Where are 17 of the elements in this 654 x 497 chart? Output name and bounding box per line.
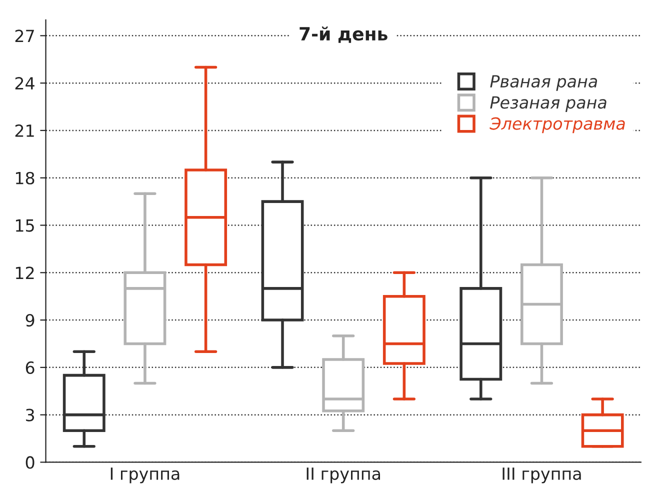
y-tick-label: 21 bbox=[15, 124, 34, 137]
y-tick-label: 9 bbox=[26, 314, 34, 327]
x-tick-label: II группа bbox=[306, 468, 380, 484]
legend-label: Резаная рана bbox=[490, 96, 606, 112]
y-tick-label: 0 bbox=[26, 456, 34, 469]
legend-label: Электротравма bbox=[490, 117, 625, 134]
y-tick-label: 12 bbox=[16, 266, 34, 279]
y-tick-label: 27 bbox=[15, 30, 34, 42]
y-tick-label: 15 bbox=[16, 219, 34, 232]
y-tick-label: 24 bbox=[15, 77, 34, 90]
x-tick-label: III группа bbox=[502, 468, 581, 484]
legend-label: Рваная рана bbox=[490, 75, 598, 91]
y-tick-label: 18 bbox=[16, 172, 34, 184]
y-tick-label: 3 bbox=[26, 408, 34, 422]
chart-title: 7-й день bbox=[300, 26, 388, 43]
x-tick-label: I группа bbox=[110, 468, 180, 484]
y-tick-label: 6 bbox=[26, 361, 34, 374]
